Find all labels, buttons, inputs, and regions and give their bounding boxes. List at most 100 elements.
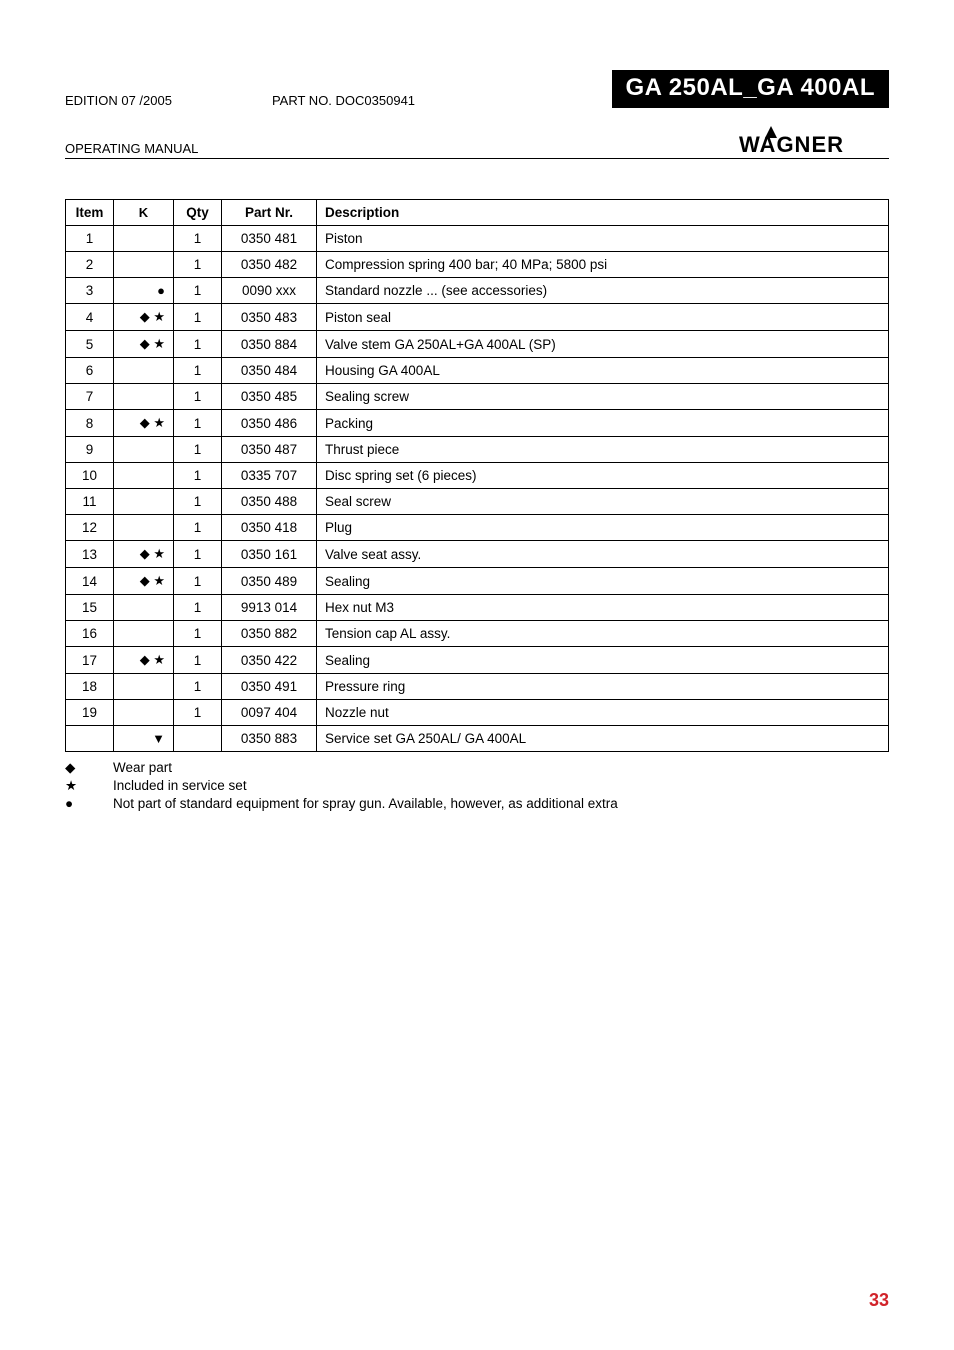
table-cell: 0350 491 [222, 674, 317, 700]
table-cell: Disc spring set (6 pieces) [317, 463, 889, 489]
table-row: 17◆ ★10350 422Sealing [66, 647, 889, 674]
table-row: ▼ 0350 883Service set GA 250AL/ GA 400AL [66, 726, 889, 752]
table-cell: 0350 489 [222, 568, 317, 595]
table-cell: 0350 883 [222, 726, 317, 752]
table-cell: 1 [174, 595, 222, 621]
table-cell: Standard nozzle ... (see accessories) [317, 278, 889, 304]
table-header-row: Item K Qty Part Nr. Description [66, 200, 889, 226]
table-cell: 19 [66, 700, 114, 726]
table-cell: 0350 418 [222, 515, 317, 541]
table-cell: 17 [66, 647, 114, 674]
table-cell [174, 726, 222, 752]
legend: ◆Wear part★Included in service set●Not p… [65, 760, 889, 811]
table-cell: Valve stem GA 250AL+GA 400AL (SP) [317, 331, 889, 358]
table-cell: 10 [66, 463, 114, 489]
table-cell: 3 [66, 278, 114, 304]
col-partnr: Part Nr. [222, 200, 317, 226]
table-row: 3●10090 xxxStandard nozzle ... (see acce… [66, 278, 889, 304]
table-cell: Valve seat assy. [317, 541, 889, 568]
table-cell: 0350 485 [222, 384, 317, 410]
table-cell: 0350 422 [222, 647, 317, 674]
table-row: 5◆ ★10350 884Valve stem GA 250AL+GA 400A… [66, 331, 889, 358]
table-cell: 0350 484 [222, 358, 317, 384]
table-row: 1910097 404Nozzle nut [66, 700, 889, 726]
table-cell: Sealing screw [317, 384, 889, 410]
table-row: 10 10335 707Disc spring set (6 pieces) [66, 463, 889, 489]
table-cell: 0335 707 [222, 463, 317, 489]
table-cell: 0350 486 [222, 410, 317, 437]
table-cell [114, 595, 174, 621]
col-qty: Qty [174, 200, 222, 226]
table-cell: 9 [66, 437, 114, 463]
table-cell: 1 [174, 226, 222, 252]
table-cell: Tension cap AL assy. [317, 621, 889, 647]
table-cell: 1 [174, 621, 222, 647]
table-cell: 0090 xxx [222, 278, 317, 304]
table-cell: 0350 481 [222, 226, 317, 252]
table-cell: 1 [174, 331, 222, 358]
legend-text: Not part of standard equipment for spray… [113, 796, 618, 811]
table-cell: 16 [66, 621, 114, 647]
table-cell: 0350 488 [222, 489, 317, 515]
table-cell: 1 [174, 674, 222, 700]
table-cell: 1 [174, 437, 222, 463]
table-row: 18 10350 491Pressure ring [66, 674, 889, 700]
table-cell: ▼ [114, 726, 174, 752]
table-cell: 6 [66, 358, 114, 384]
legend-text: Included in service set [113, 778, 247, 794]
table-cell: 8 [66, 410, 114, 437]
table-row: 1210350 418Plug [66, 515, 889, 541]
table-cell [114, 252, 174, 278]
table-cell [114, 384, 174, 410]
table-row: 110350 481Piston [66, 226, 889, 252]
table-cell: Sealing [317, 568, 889, 595]
table-cell: 11 [66, 489, 114, 515]
table-row: 1610350 882Tension cap AL assy. [66, 621, 889, 647]
table-cell: ◆ ★ [114, 331, 174, 358]
table-cell [114, 700, 174, 726]
table-cell: Pressure ring [317, 674, 889, 700]
table-cell: 1 [174, 384, 222, 410]
table-cell: 0350 487 [222, 437, 317, 463]
page-number: 33 [869, 1290, 889, 1311]
table-cell: ◆ ★ [114, 568, 174, 595]
table-row: 610350 484Housing GA 400AL [66, 358, 889, 384]
table-cell: 0097 404 [222, 700, 317, 726]
table-cell: 1 [174, 252, 222, 278]
table-cell: Thrust piece [317, 437, 889, 463]
table-cell: Seal screw [317, 489, 889, 515]
table-cell: 5 [66, 331, 114, 358]
table-cell [114, 358, 174, 384]
table-cell [114, 674, 174, 700]
table-cell: 14 [66, 568, 114, 595]
table-cell: 18 [66, 674, 114, 700]
operating-manual-label: OPERATING MANUAL [65, 141, 719, 159]
table-cell: 0350 482 [222, 252, 317, 278]
col-k: K [114, 200, 174, 226]
table-row: 210350 482Compression spring 400 bar; 40… [66, 252, 889, 278]
table-cell: 1 [174, 700, 222, 726]
table-cell: 0350 161 [222, 541, 317, 568]
table-cell: Compression spring 400 bar; 40 MPa; 5800… [317, 252, 889, 278]
table-cell: Service set GA 250AL/ GA 400AL [317, 726, 889, 752]
table-cell [114, 437, 174, 463]
table-cell [114, 621, 174, 647]
table-cell: Sealing [317, 647, 889, 674]
table-cell [114, 226, 174, 252]
table-row: 14◆ ★10350 489Sealing [66, 568, 889, 595]
table-cell: 1 [174, 541, 222, 568]
table-cell: ◆ ★ [114, 541, 174, 568]
table-cell: 0350 483 [222, 304, 317, 331]
table-cell: 0350 884 [222, 331, 317, 358]
table-cell: Piston [317, 226, 889, 252]
table-cell: Plug [317, 515, 889, 541]
legend-symbol: ★ [65, 778, 113, 794]
edition-text: EDITION 07 /2005 [65, 93, 172, 108]
legend-symbol: ◆ [65, 760, 113, 776]
table-cell [114, 489, 174, 515]
table-cell: 1 [174, 304, 222, 331]
table-row: 9 10350 487Thrust piece [66, 437, 889, 463]
table-cell: 4 [66, 304, 114, 331]
table-cell: 7 [66, 384, 114, 410]
table-cell: 1 [174, 463, 222, 489]
